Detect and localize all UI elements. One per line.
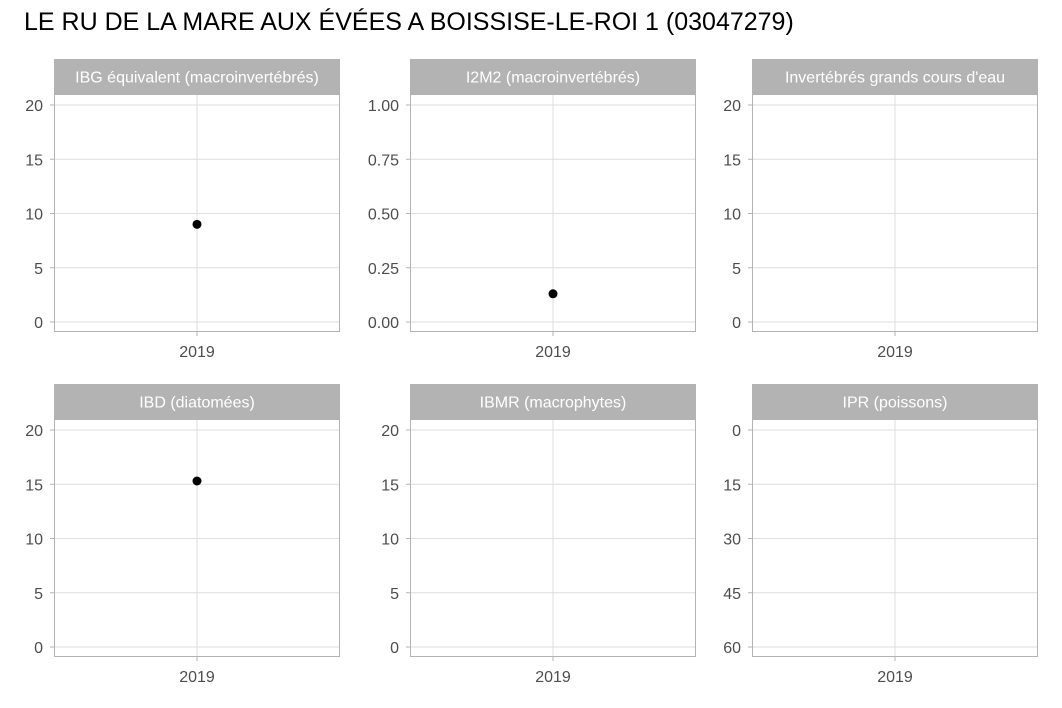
chart-panel: IBMR (macrophytes) 0 5 10 15 20 2019 bbox=[381, 384, 696, 686]
chart-panel: Invertébrés grands cours d'eau 0 5 10 15 20 20… bbox=[723, 59, 1038, 361]
facet-strip bbox=[54, 384, 340, 419]
x-tick-label: 2019 bbox=[877, 344, 913, 361]
y-tick-label: 0 bbox=[732, 423, 741, 440]
chart-panel: I2M2 (macroinvertébrés) 0.00 0.25 0.50 0.75 1… bbox=[368, 59, 696, 361]
y-tick-label: 5 bbox=[390, 586, 399, 603]
y-tick-label: 15 bbox=[381, 477, 399, 494]
y-tick-label: 0 bbox=[34, 315, 43, 332]
y-tick-label: 1.00 bbox=[368, 98, 399, 115]
y-tick-label: 10 bbox=[25, 207, 43, 224]
y-tick-label: 0 bbox=[732, 315, 741, 332]
y-tick-label: 15 bbox=[723, 152, 741, 169]
data-point bbox=[548, 289, 558, 299]
panel-border bbox=[752, 94, 1038, 332]
facet-strip-label: Invertébrés grands cours d'eau bbox=[785, 70, 1005, 87]
facet-strip bbox=[410, 59, 696, 94]
panel-border bbox=[54, 94, 340, 332]
facet-strip bbox=[752, 384, 1038, 419]
facet-strip bbox=[54, 59, 340, 94]
x-tick-label: 2019 bbox=[179, 344, 215, 361]
y-tick-label: 20 bbox=[25, 98, 43, 115]
facet-strip bbox=[752, 59, 1038, 94]
chart-panel: IPR (poissons) 0 15 30 45 60 2019 bbox=[723, 384, 1038, 686]
x-tick-label: 2019 bbox=[535, 669, 571, 686]
facet-strip-label: IBMR (macrophytes) bbox=[480, 395, 627, 412]
y-tick-label: 60 bbox=[723, 640, 741, 657]
y-tick-label: 5 bbox=[34, 586, 43, 603]
chart-panel: IBD (diatomées) 0 5 10 15 20 2019 bbox=[25, 384, 340, 686]
y-tick-label: 10 bbox=[25, 532, 43, 549]
y-tick-label: 20 bbox=[381, 423, 399, 440]
y-tick-label: 0 bbox=[34, 640, 43, 657]
x-tick-label: 2019 bbox=[179, 669, 215, 686]
y-tick-label: 30 bbox=[723, 532, 741, 549]
facet-strip-label: I2M2 (macroinvertébrés) bbox=[466, 70, 640, 87]
x-tick-label: 2019 bbox=[535, 344, 571, 361]
facet-strip-label: IBD (diatomées) bbox=[139, 395, 255, 412]
chart-panel: IBG équivalent (macroinvertébrés) 0 5 10 15 2… bbox=[25, 59, 340, 361]
panel-border bbox=[752, 419, 1038, 657]
y-tick-label: 5 bbox=[34, 261, 43, 278]
data-point bbox=[192, 219, 202, 229]
y-tick-label: 20 bbox=[723, 98, 741, 115]
panel-border bbox=[410, 94, 696, 332]
y-tick-label: 0 bbox=[390, 640, 399, 657]
data-point bbox=[192, 476, 202, 486]
facet-strip bbox=[410, 384, 696, 419]
chart-title: LE RU DE LA MARE AUX ÉVÉES A BOISSISE-LE… bbox=[24, 7, 794, 36]
y-tick-label: 20 bbox=[25, 423, 43, 440]
y-tick-label: 15 bbox=[723, 477, 741, 494]
y-tick-label: 15 bbox=[25, 477, 43, 494]
facet-strip-label: IBG équivalent (macroinvertébrés) bbox=[75, 70, 319, 87]
y-tick-label: 10 bbox=[723, 207, 741, 224]
y-tick-label: 0.25 bbox=[368, 261, 399, 278]
y-tick-label: 15 bbox=[25, 152, 43, 169]
y-tick-label: 0.50 bbox=[368, 207, 399, 224]
y-tick-label: 0.00 bbox=[368, 315, 399, 332]
x-tick-label: 2019 bbox=[877, 669, 913, 686]
y-tick-label: 45 bbox=[723, 586, 741, 603]
panel-border bbox=[54, 419, 340, 657]
facet-strip-label: IPR (poissons) bbox=[843, 395, 948, 412]
y-tick-label: 10 bbox=[381, 532, 399, 549]
y-tick-label: 0.75 bbox=[368, 152, 399, 169]
y-tick-label: 5 bbox=[732, 261, 741, 278]
panel-border bbox=[410, 419, 696, 657]
